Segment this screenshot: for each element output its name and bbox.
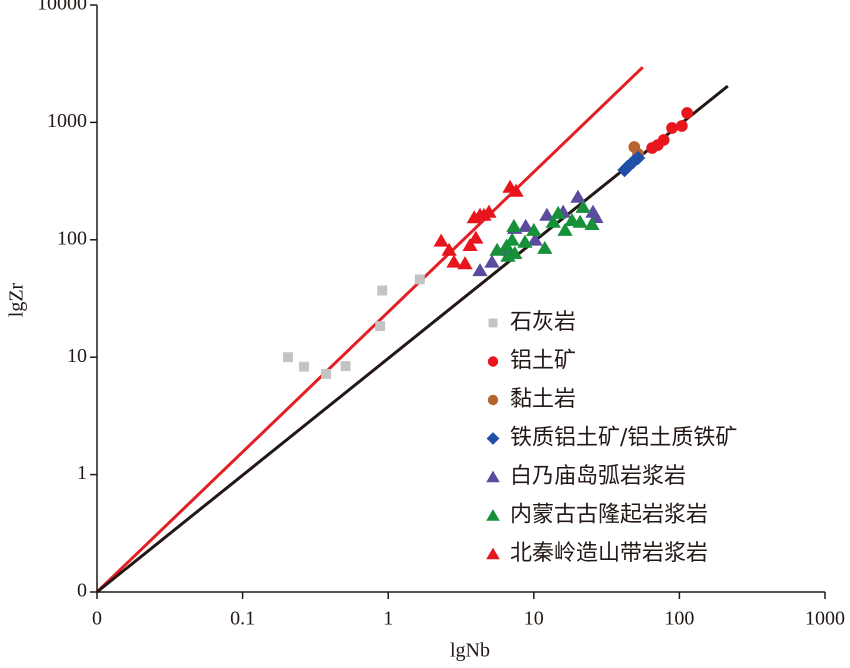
legend-marker — [488, 318, 498, 328]
legend-label: 石灰岩 — [510, 310, 576, 335]
point — [299, 361, 309, 372]
point — [537, 240, 553, 254]
point — [375, 321, 386, 332]
point — [484, 254, 500, 268]
point — [545, 214, 561, 228]
point — [504, 232, 520, 246]
x-tick-label: 0 — [92, 608, 102, 630]
point — [489, 242, 505, 256]
legend-marker — [486, 547, 500, 560]
point — [527, 232, 543, 246]
point — [572, 214, 588, 228]
point — [584, 216, 600, 230]
y-tick-label: 1000 — [47, 110, 87, 132]
legend-label: 内蒙古古隆起岩浆岩 — [510, 503, 708, 528]
y-tick-label: 100 — [57, 227, 87, 249]
point — [508, 183, 524, 197]
x-tick-label: 0.1 — [230, 608, 255, 630]
legend-marker — [486, 432, 500, 445]
point — [625, 154, 641, 170]
point — [507, 245, 523, 259]
legend-marker — [487, 394, 499, 406]
point — [575, 199, 591, 213]
x-tick-label: 10 — [524, 608, 544, 630]
point — [630, 150, 646, 166]
point — [472, 263, 488, 277]
point — [377, 285, 388, 296]
legend-marker — [486, 470, 500, 483]
point — [517, 234, 533, 248]
point — [466, 210, 482, 224]
point — [481, 204, 497, 218]
point — [462, 237, 478, 252]
point — [340, 361, 351, 372]
y-tick-label: 10 — [67, 345, 87, 367]
point — [433, 233, 449, 247]
point — [550, 205, 566, 219]
legend-label: 黏土岩 — [510, 387, 576, 412]
point — [446, 254, 462, 268]
y-tick-label: 0 — [77, 580, 87, 602]
legend-marker — [486, 509, 500, 521]
point — [539, 207, 555, 221]
point — [666, 122, 678, 134]
point — [681, 107, 693, 119]
legend-label: 铁质铝土矿/铝土质铁矿 — [510, 426, 737, 451]
point — [657, 134, 670, 146]
trend-line — [95, 66, 644, 594]
point — [526, 222, 542, 236]
y-axis-label: lgZr — [6, 282, 28, 317]
point — [557, 222, 573, 236]
y-tick-label: 10000 — [37, 0, 87, 15]
legend-marker — [487, 356, 499, 367]
point — [414, 274, 425, 285]
point — [676, 120, 688, 132]
point — [518, 218, 534, 232]
x-tick-label: 1 — [383, 608, 393, 630]
x-axis-label: lgNb — [450, 640, 490, 662]
point — [506, 218, 522, 232]
point — [283, 352, 293, 363]
x-tick-label: 1000 — [805, 608, 845, 630]
point — [321, 368, 331, 379]
y-tick-label: 1 — [77, 462, 87, 484]
legend-label: 北秦岭造山带岩浆岩 — [510, 541, 708, 566]
point — [441, 242, 457, 256]
legend-label: 铝土矿 — [510, 349, 576, 374]
legend-label: 白乃庙岛弧岩浆岩 — [510, 464, 686, 489]
point — [468, 230, 484, 244]
point — [457, 256, 473, 270]
point — [570, 189, 586, 203]
x-tick-label: 100 — [664, 608, 694, 630]
